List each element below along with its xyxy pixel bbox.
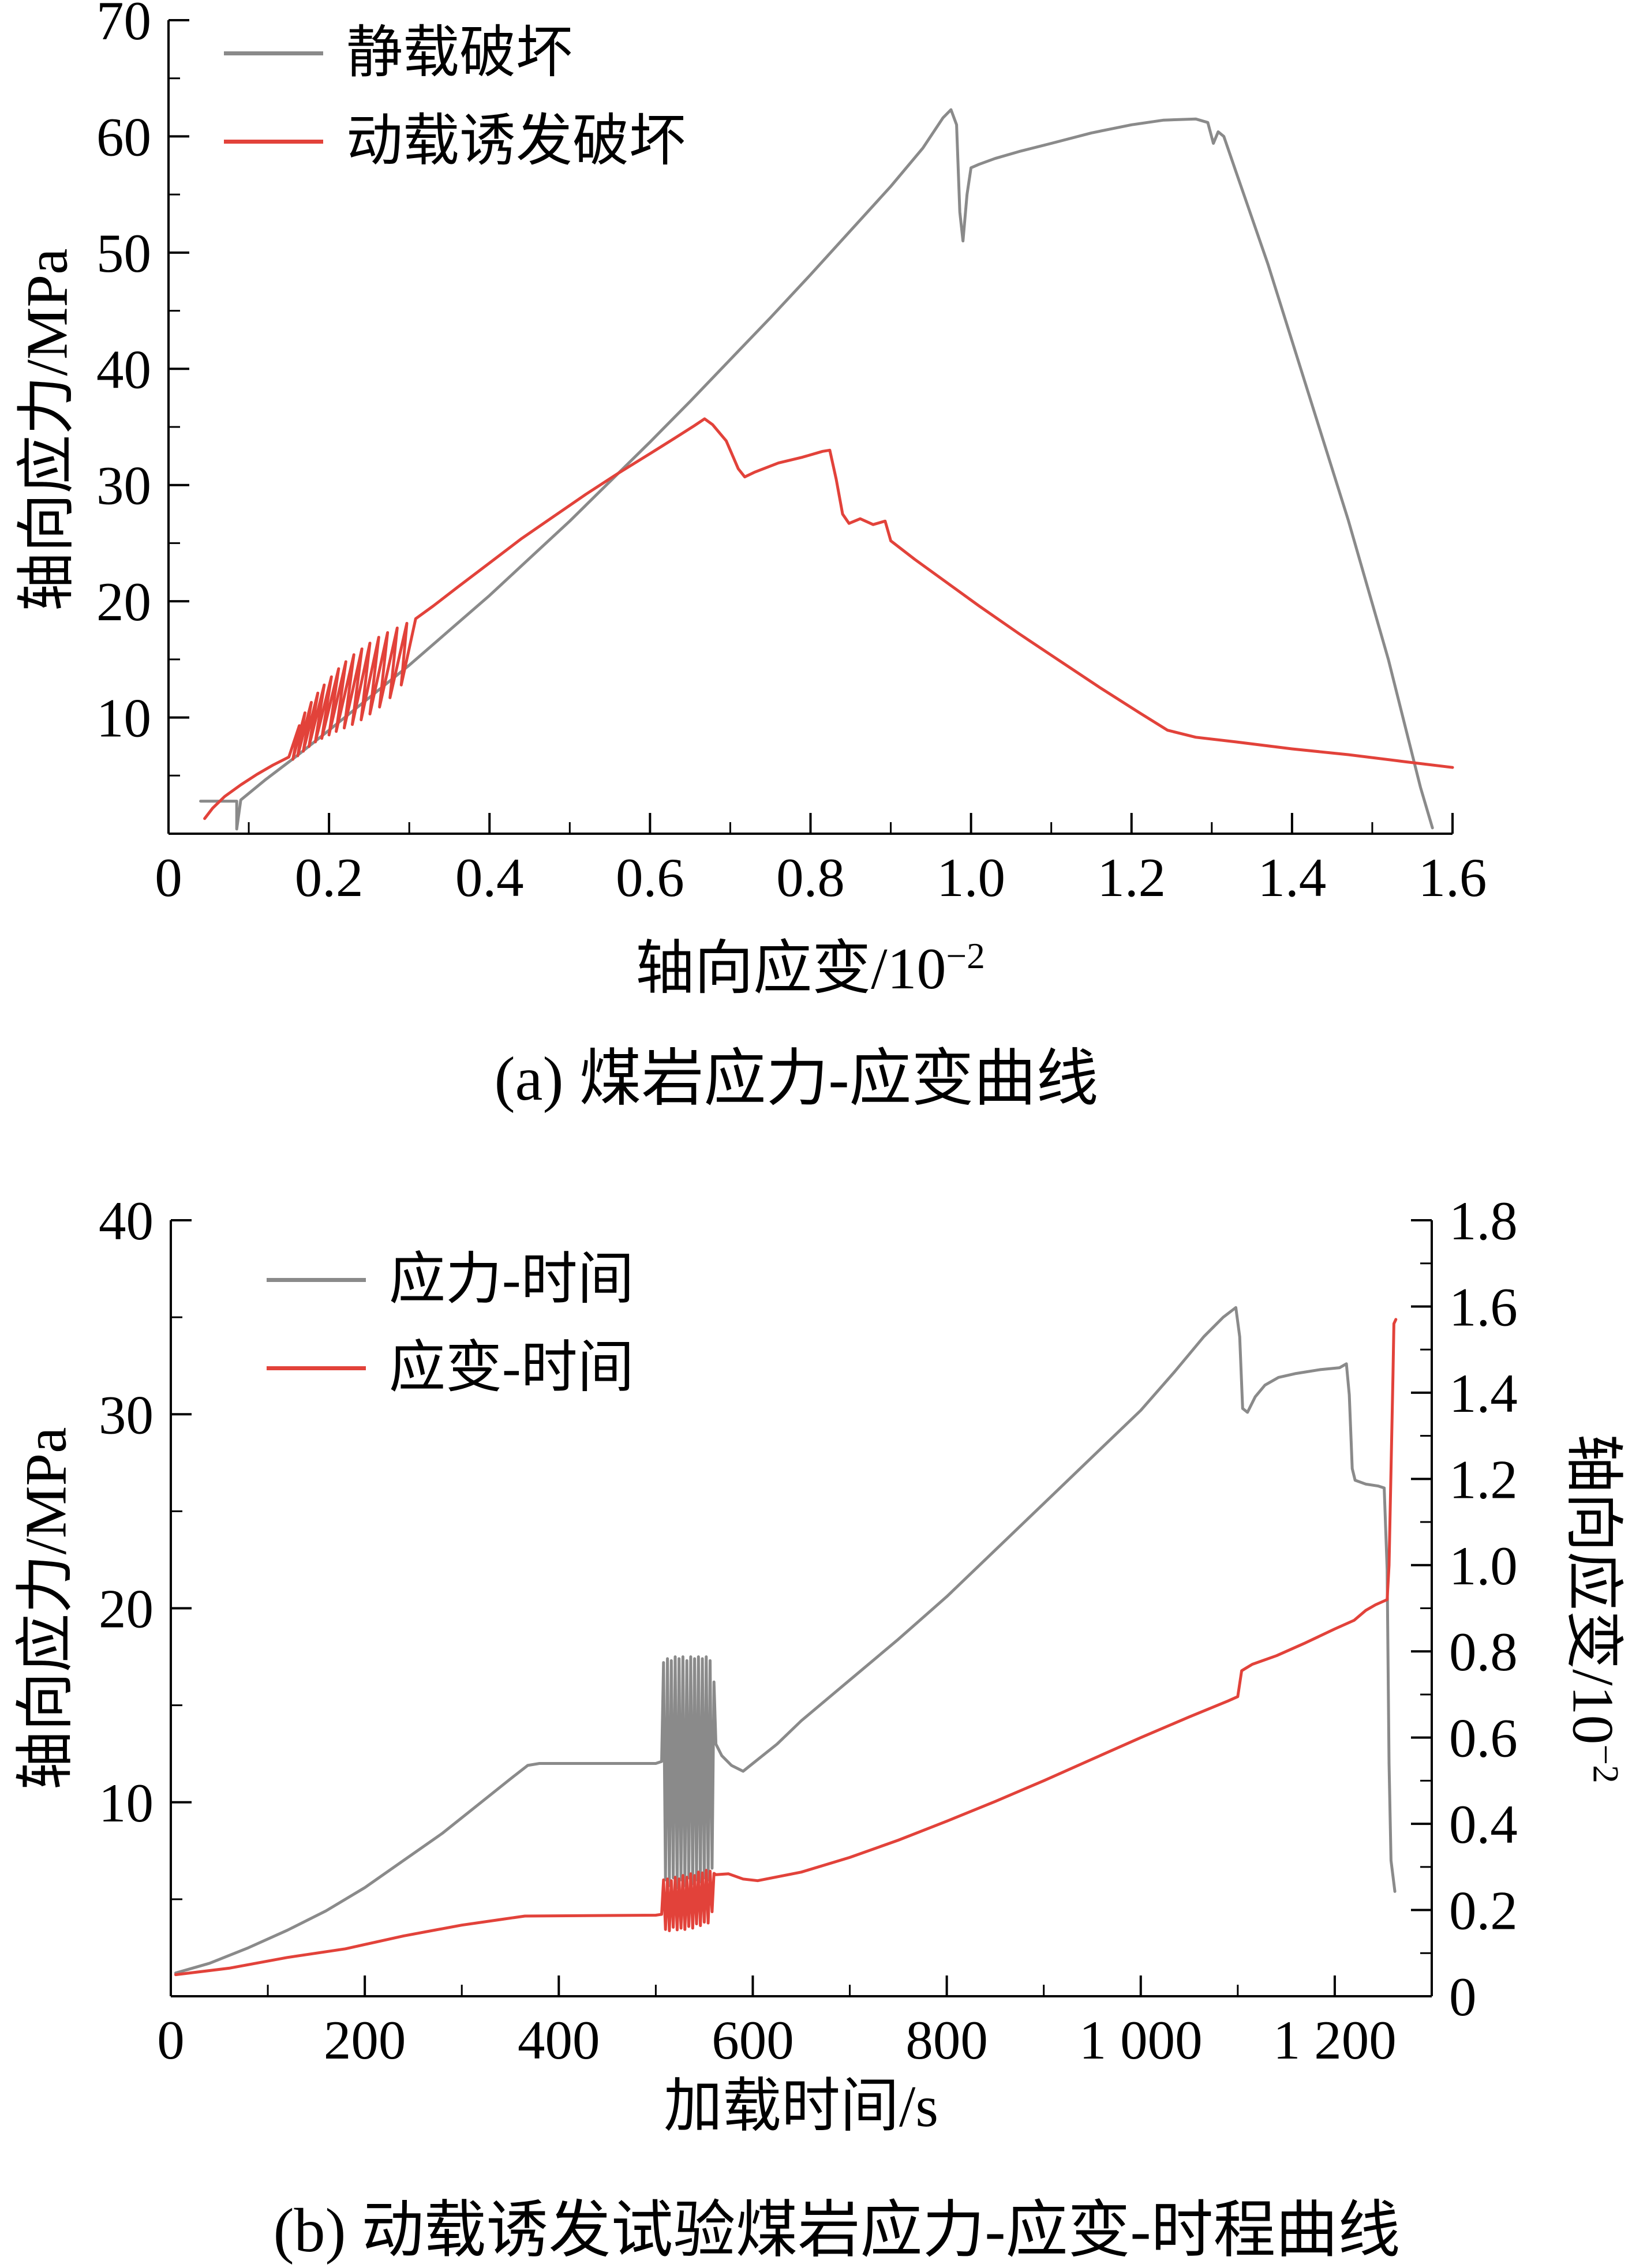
- chart-a-y-axis-title: 轴向应力/MPa: [14, 248, 80, 612]
- y2-axis-title-exponent: −2: [1585, 1744, 1626, 1783]
- chart-b-caption: (b) 动载诱发试验煤岩应力-应变-时程曲线: [273, 2196, 1401, 2265]
- y-tick-label: 20: [99, 1579, 154, 1640]
- series-line-0: [199, 108, 1434, 831]
- y2-tick-label: 0.6: [1449, 1708, 1518, 1769]
- chart-a-x-axis-title: 轴向应变/10−2: [635, 921, 985, 1006]
- legend-line-swatch-red: [224, 139, 323, 144]
- legend-line-swatch-red: [267, 1366, 366, 1370]
- y-tick-label: 50: [96, 223, 151, 284]
- legend-label: 应力-时间: [389, 1249, 634, 1311]
- y-tick-label: 20: [96, 571, 151, 632]
- y-tick-label: 10: [96, 688, 151, 749]
- x-tick-label: 1.6: [1418, 847, 1487, 908]
- chart-a-canvas: 0 0.2 0.4 0.6 0.8 1.0 1.2 1.4 1.6 10 20 30 40 50 60 70: [96, 0, 1487, 908]
- chart-b-left-y-axis-title: 轴向应力/MPa: [13, 1427, 79, 1790]
- x-tick-label: 0: [157, 2010, 185, 2071]
- chart-a-caption: (a) 煤岩应力-应变曲线: [494, 1045, 1099, 1114]
- chart-b-legend: 应力-时间 应变-时间: [267, 1247, 634, 1423]
- chart-b-right-y-axis-title: 轴向应变/10−2: [1556, 1434, 1632, 1783]
- y2-tick-label: 0: [1449, 1966, 1477, 2027]
- y2-tick-label: 1.4: [1449, 1363, 1518, 1424]
- y-tick-label: 70: [96, 0, 151, 51]
- y2-tick-label: 0.4: [1449, 1794, 1518, 1855]
- legend-label: 静载破坏: [346, 22, 573, 84]
- y-tick-label: 30: [99, 1384, 154, 1445]
- series-line-1: [174, 1318, 1398, 1977]
- y-tick-label: 10: [99, 1772, 154, 1834]
- y2-tick-label: 1.6: [1449, 1276, 1518, 1337]
- x-tick-label: 600: [712, 2010, 794, 2071]
- legend-label: 动载诱发破坏: [346, 110, 686, 173]
- y2-tick-label: 0.8: [1449, 1621, 1518, 1682]
- x-tick-label: 400: [518, 2010, 600, 2071]
- x-tick-label: 1.0: [937, 847, 1005, 908]
- y2-tick-label: 1.8: [1449, 1190, 1518, 1251]
- series-line-1: [203, 417, 1454, 820]
- legend-item-strain-time: 应变-时间: [267, 1336, 634, 1401]
- y2-tick-label: 0.2: [1449, 1880, 1518, 1941]
- x-tick-label: 800: [905, 2010, 988, 2071]
- legend-item-dynamic-failure: 动载诱发破坏: [224, 109, 686, 174]
- legend-label: 应变-时间: [389, 1336, 634, 1399]
- chart-b-x-axis-title: 加载时间/s: [663, 2074, 939, 2139]
- chart-a-legend: 静载破坏 动载诱发破坏: [224, 21, 686, 197]
- x-tick-label: 1.2: [1097, 847, 1166, 908]
- x-tick-label: 0: [155, 847, 182, 908]
- x-tick-label: 0.6: [616, 847, 684, 908]
- y-tick-label: 60: [96, 106, 151, 167]
- chart-b-canvas: 0 200 400 600 800 1 000 1 2001020304000.20.40.…: [99, 1190, 1518, 2071]
- y-tick-label: 30: [96, 455, 151, 516]
- x-tick-label: 0.4: [455, 847, 524, 908]
- x-tick-label: 200: [324, 2010, 406, 2071]
- legend-line-swatch-gray: [267, 1277, 366, 1282]
- series-line-0: [174, 1306, 1397, 1975]
- x-tick-label: 1.4: [1258, 847, 1327, 908]
- y-tick-label: 40: [96, 339, 151, 400]
- x-tick-label: 1 000: [1079, 2010, 1203, 2071]
- x-axis-title-base: 轴向应变/10: [635, 936, 946, 1002]
- legend-item-stress-time: 应力-时间: [267, 1247, 634, 1313]
- x-tick-label: 0.8: [776, 847, 845, 908]
- y2-tick-label: 1.2: [1449, 1449, 1518, 1510]
- x-tick-label: 1 200: [1273, 2010, 1397, 2071]
- x-tick-label: 0.2: [295, 847, 364, 908]
- y2-axis-title-base: 轴向应变/10: [1560, 1434, 1626, 1745]
- legend-line-swatch-gray: [224, 51, 323, 55]
- y-tick-label: 40: [99, 1190, 154, 1251]
- x-axis-title-exponent: −2: [946, 936, 985, 976]
- legend-item-static-failure: 静载破坏: [224, 21, 686, 86]
- y2-tick-label: 1.0: [1449, 1535, 1518, 1596]
